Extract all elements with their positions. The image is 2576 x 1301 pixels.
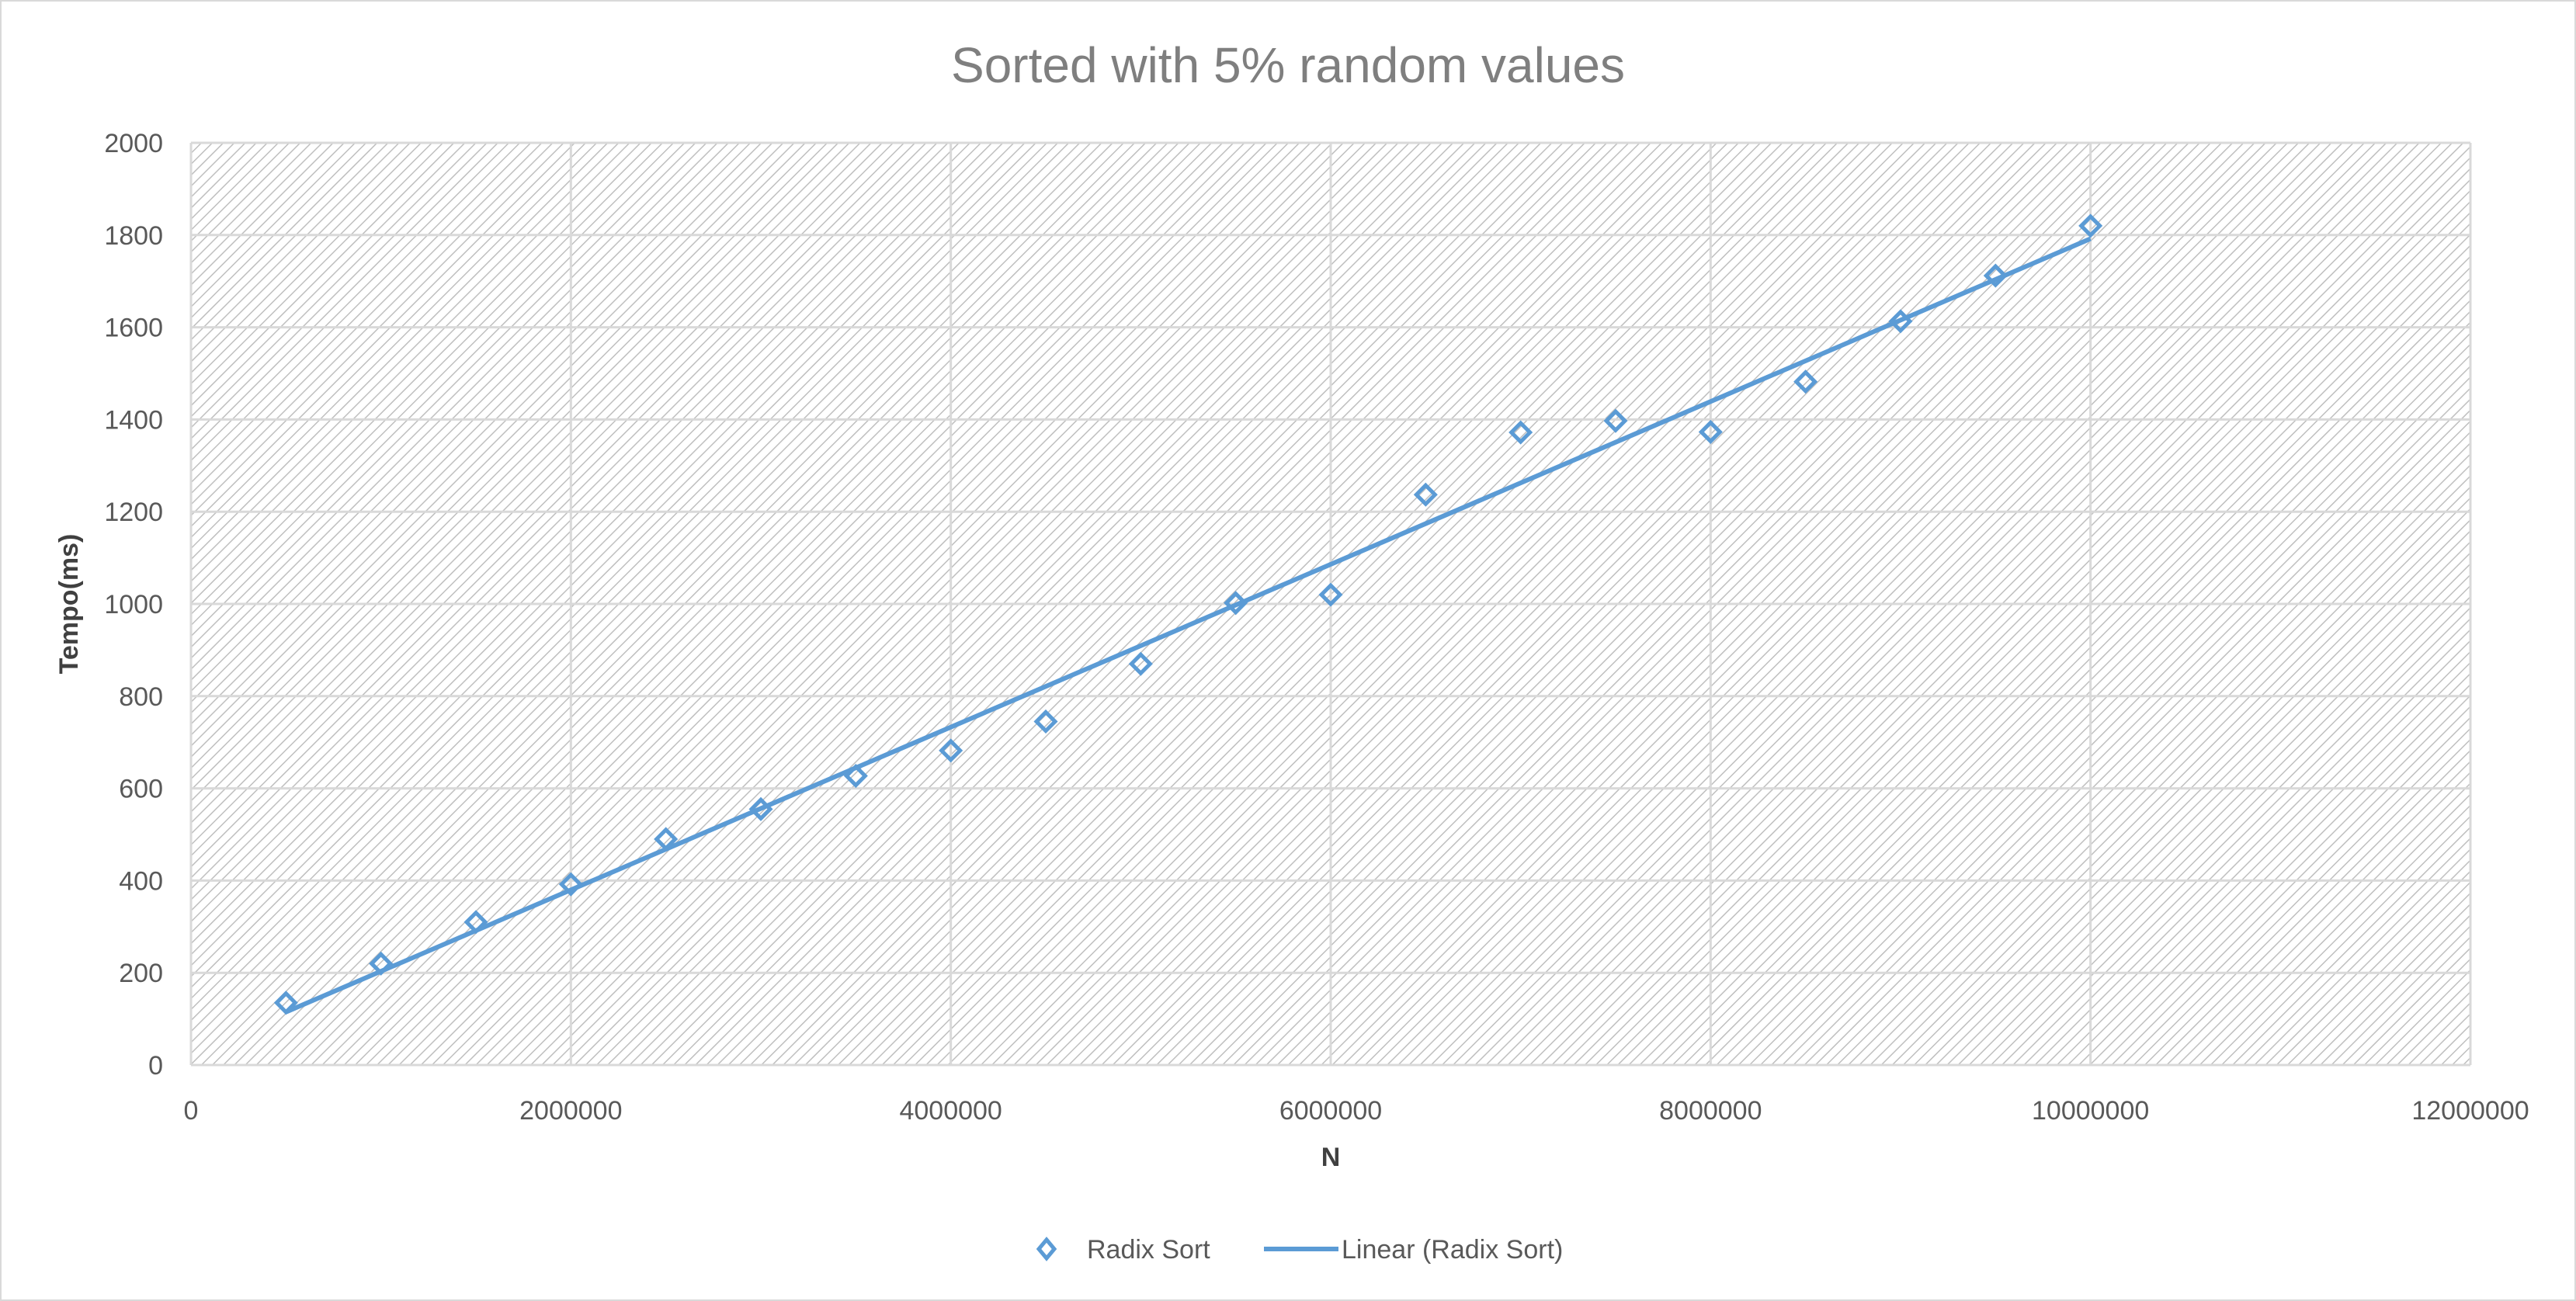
data-point: [369, 951, 394, 976]
y-axis-ticks: 0 200 400 600 800 1000 1200 1400 1600 1800 2000: [104, 129, 163, 1081]
x-tick-label: 2000000: [519, 1096, 622, 1126]
y-tick-label: 1200: [104, 498, 163, 527]
chart-title: Sorted with 5% random values: [951, 37, 1625, 93]
legend: Radix Sort Linear (Radix Sort): [1036, 1235, 1563, 1265]
y-tick-label: 400: [119, 866, 163, 896]
data-point: [1224, 591, 1248, 616]
y-tick-label: 1600: [104, 314, 163, 343]
data-point: [558, 872, 583, 897]
x-tick-label: 8000000: [1659, 1096, 1762, 1126]
data-point: [1318, 582, 1343, 607]
y-tick-label: 1800: [104, 221, 163, 251]
data-point: [463, 910, 488, 935]
data-point: [843, 764, 868, 789]
data-point: [1508, 420, 1533, 445]
x-tick-label: 12000000: [2411, 1096, 2529, 1126]
legend-diamond-icon: [1036, 1237, 1057, 1261]
data-point: [1983, 263, 2008, 288]
trendline-layer: [285, 236, 2092, 1015]
x-tick-label: 6000000: [1279, 1096, 1382, 1126]
data-point: [1698, 419, 1723, 444]
y-tick-label: 600: [119, 775, 163, 804]
data-point: [939, 738, 963, 763]
x-tick-label: 10000000: [2032, 1096, 2149, 1126]
data-point: [1413, 482, 1438, 507]
x-axis-ticks: 0 2000000 4000000 6000000 8000000 10000000 120…: [184, 1096, 2529, 1126]
x-tick-label: 0: [184, 1096, 199, 1126]
data-point: [1888, 309, 1913, 334]
y-tick-label: 2000: [104, 129, 163, 158]
y-axis-label: Tempo(ms): [54, 534, 84, 675]
trendline: [285, 236, 2092, 1015]
data-point: [1033, 709, 1058, 734]
y-tick-label: 1400: [104, 405, 163, 435]
x-axis-label: N: [1321, 1143, 1341, 1172]
data-point: [1793, 369, 1818, 394]
y-tick-label: 0: [148, 1051, 163, 1081]
data-point: [1128, 651, 1153, 676]
data-points: [273, 213, 2103, 1015]
y-tick-label: 200: [119, 959, 163, 988]
data-point: [273, 990, 298, 1015]
y-tick-label: 1000: [104, 590, 163, 619]
legend-series-label: Radix Sort: [1087, 1235, 1210, 1265]
data-point: [748, 796, 773, 821]
legend-trendline-label: Linear (Radix Sort): [1342, 1235, 1563, 1265]
data-point: [654, 827, 679, 852]
data-point: [1603, 408, 1628, 433]
y-tick-label: 800: [119, 682, 163, 712]
x-tick-label: 4000000: [899, 1096, 1002, 1126]
data-point: [2078, 213, 2103, 238]
